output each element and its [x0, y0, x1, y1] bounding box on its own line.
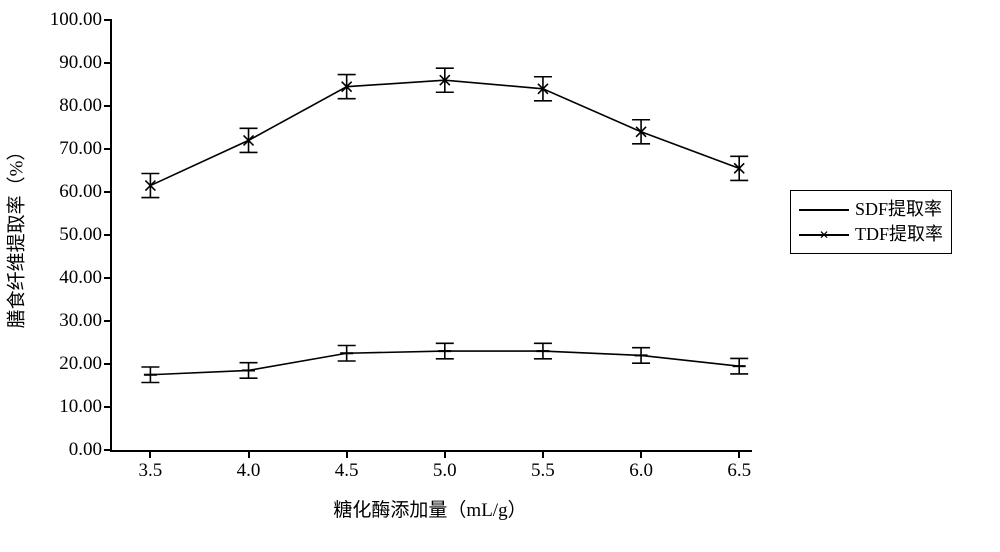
chart-svg [112, 20, 752, 450]
x-tick-mark [640, 450, 642, 458]
legend-item-tdf: ✕ TDF提取率 [799, 222, 943, 247]
y-tick-mark [104, 234, 112, 236]
plot-area: 0.0010.0020.0030.0040.0050.0060.0070.008… [110, 20, 752, 452]
y-tick-mark [104, 449, 112, 451]
series-line-tdf [150, 80, 739, 185]
x-tick-mark [248, 450, 250, 458]
y-tick-mark [104, 320, 112, 322]
legend-swatch: ✕ [799, 227, 849, 243]
y-tick-mark [104, 406, 112, 408]
y-tick-mark [104, 363, 112, 365]
x-tick-mark [738, 450, 740, 458]
y-tick-mark [104, 277, 112, 279]
x-tick-mark [444, 450, 446, 458]
legend: SDF提取率 ✕ TDF提取率 [790, 190, 952, 254]
x-tick-mark [346, 450, 348, 458]
y-tick-label: 100.00 [50, 9, 112, 31]
y-tick-mark [104, 148, 112, 150]
y-tick-mark [104, 19, 112, 21]
chart-container: 0.0010.0020.0030.0040.0050.0060.0070.008… [0, 0, 1000, 552]
legend-label: SDF提取率 [855, 197, 942, 222]
y-tick-mark [104, 105, 112, 107]
legend-item-sdf: SDF提取率 [799, 197, 943, 222]
legend-label: TDF提取率 [855, 222, 943, 247]
y-tick-mark [104, 191, 112, 193]
x-tick-mark [542, 450, 544, 458]
y-tick-mark [104, 62, 112, 64]
legend-swatch [799, 202, 849, 218]
y-axis-title: 膳食纤维提取率（%） [2, 142, 29, 329]
x-tick-mark [149, 450, 151, 458]
x-axis-title: 糖化酶添加量（mL/g） [333, 495, 526, 522]
